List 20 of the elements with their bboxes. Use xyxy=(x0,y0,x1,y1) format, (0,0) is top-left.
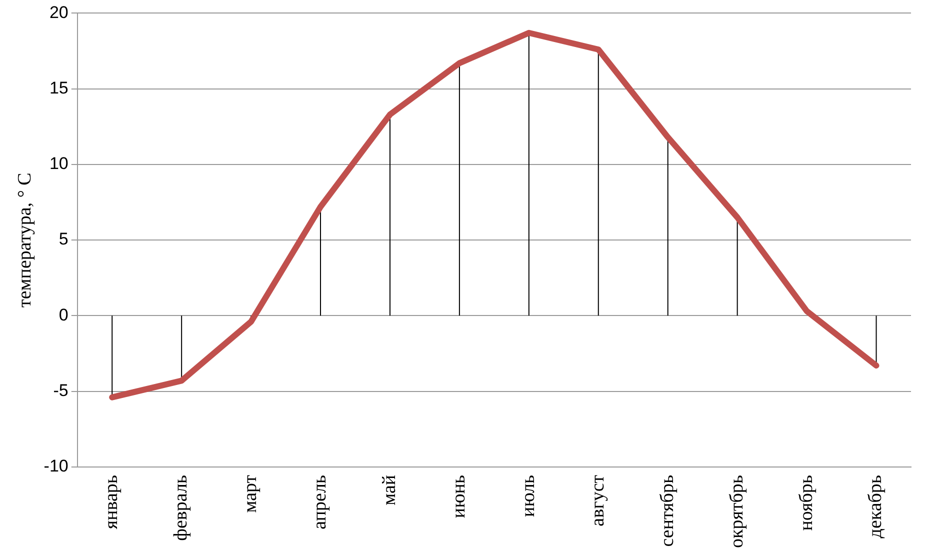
y-tick-label: 5 xyxy=(58,230,68,249)
x-tick-label: декабрь xyxy=(865,474,886,538)
y-tick-label: -10 xyxy=(44,456,68,476)
y-tick-label: 0 xyxy=(58,305,68,324)
x-tick-label: февраль xyxy=(170,474,192,541)
x-tick-label: сентябрь xyxy=(656,474,678,547)
y-tick-label: -5 xyxy=(53,380,68,400)
y-tick-label: 10 xyxy=(49,154,68,174)
y-tick-label: 15 xyxy=(49,78,68,98)
x-tick-label: май xyxy=(378,474,400,506)
x-tick-label: июнь xyxy=(448,474,470,518)
x-tick-label: июль xyxy=(518,474,539,517)
y-axis-title: температура, ° C xyxy=(14,172,36,308)
x-tick-label: окрятбрь xyxy=(726,474,748,548)
x-tick-label: март xyxy=(240,474,262,513)
x-tick-label: август xyxy=(587,474,608,526)
y-tick-label: 20 xyxy=(49,2,68,22)
x-tick-label: январь xyxy=(101,474,122,530)
x-tick-label: ноябрь xyxy=(796,474,817,531)
x-tick-label: апрель xyxy=(309,474,330,530)
